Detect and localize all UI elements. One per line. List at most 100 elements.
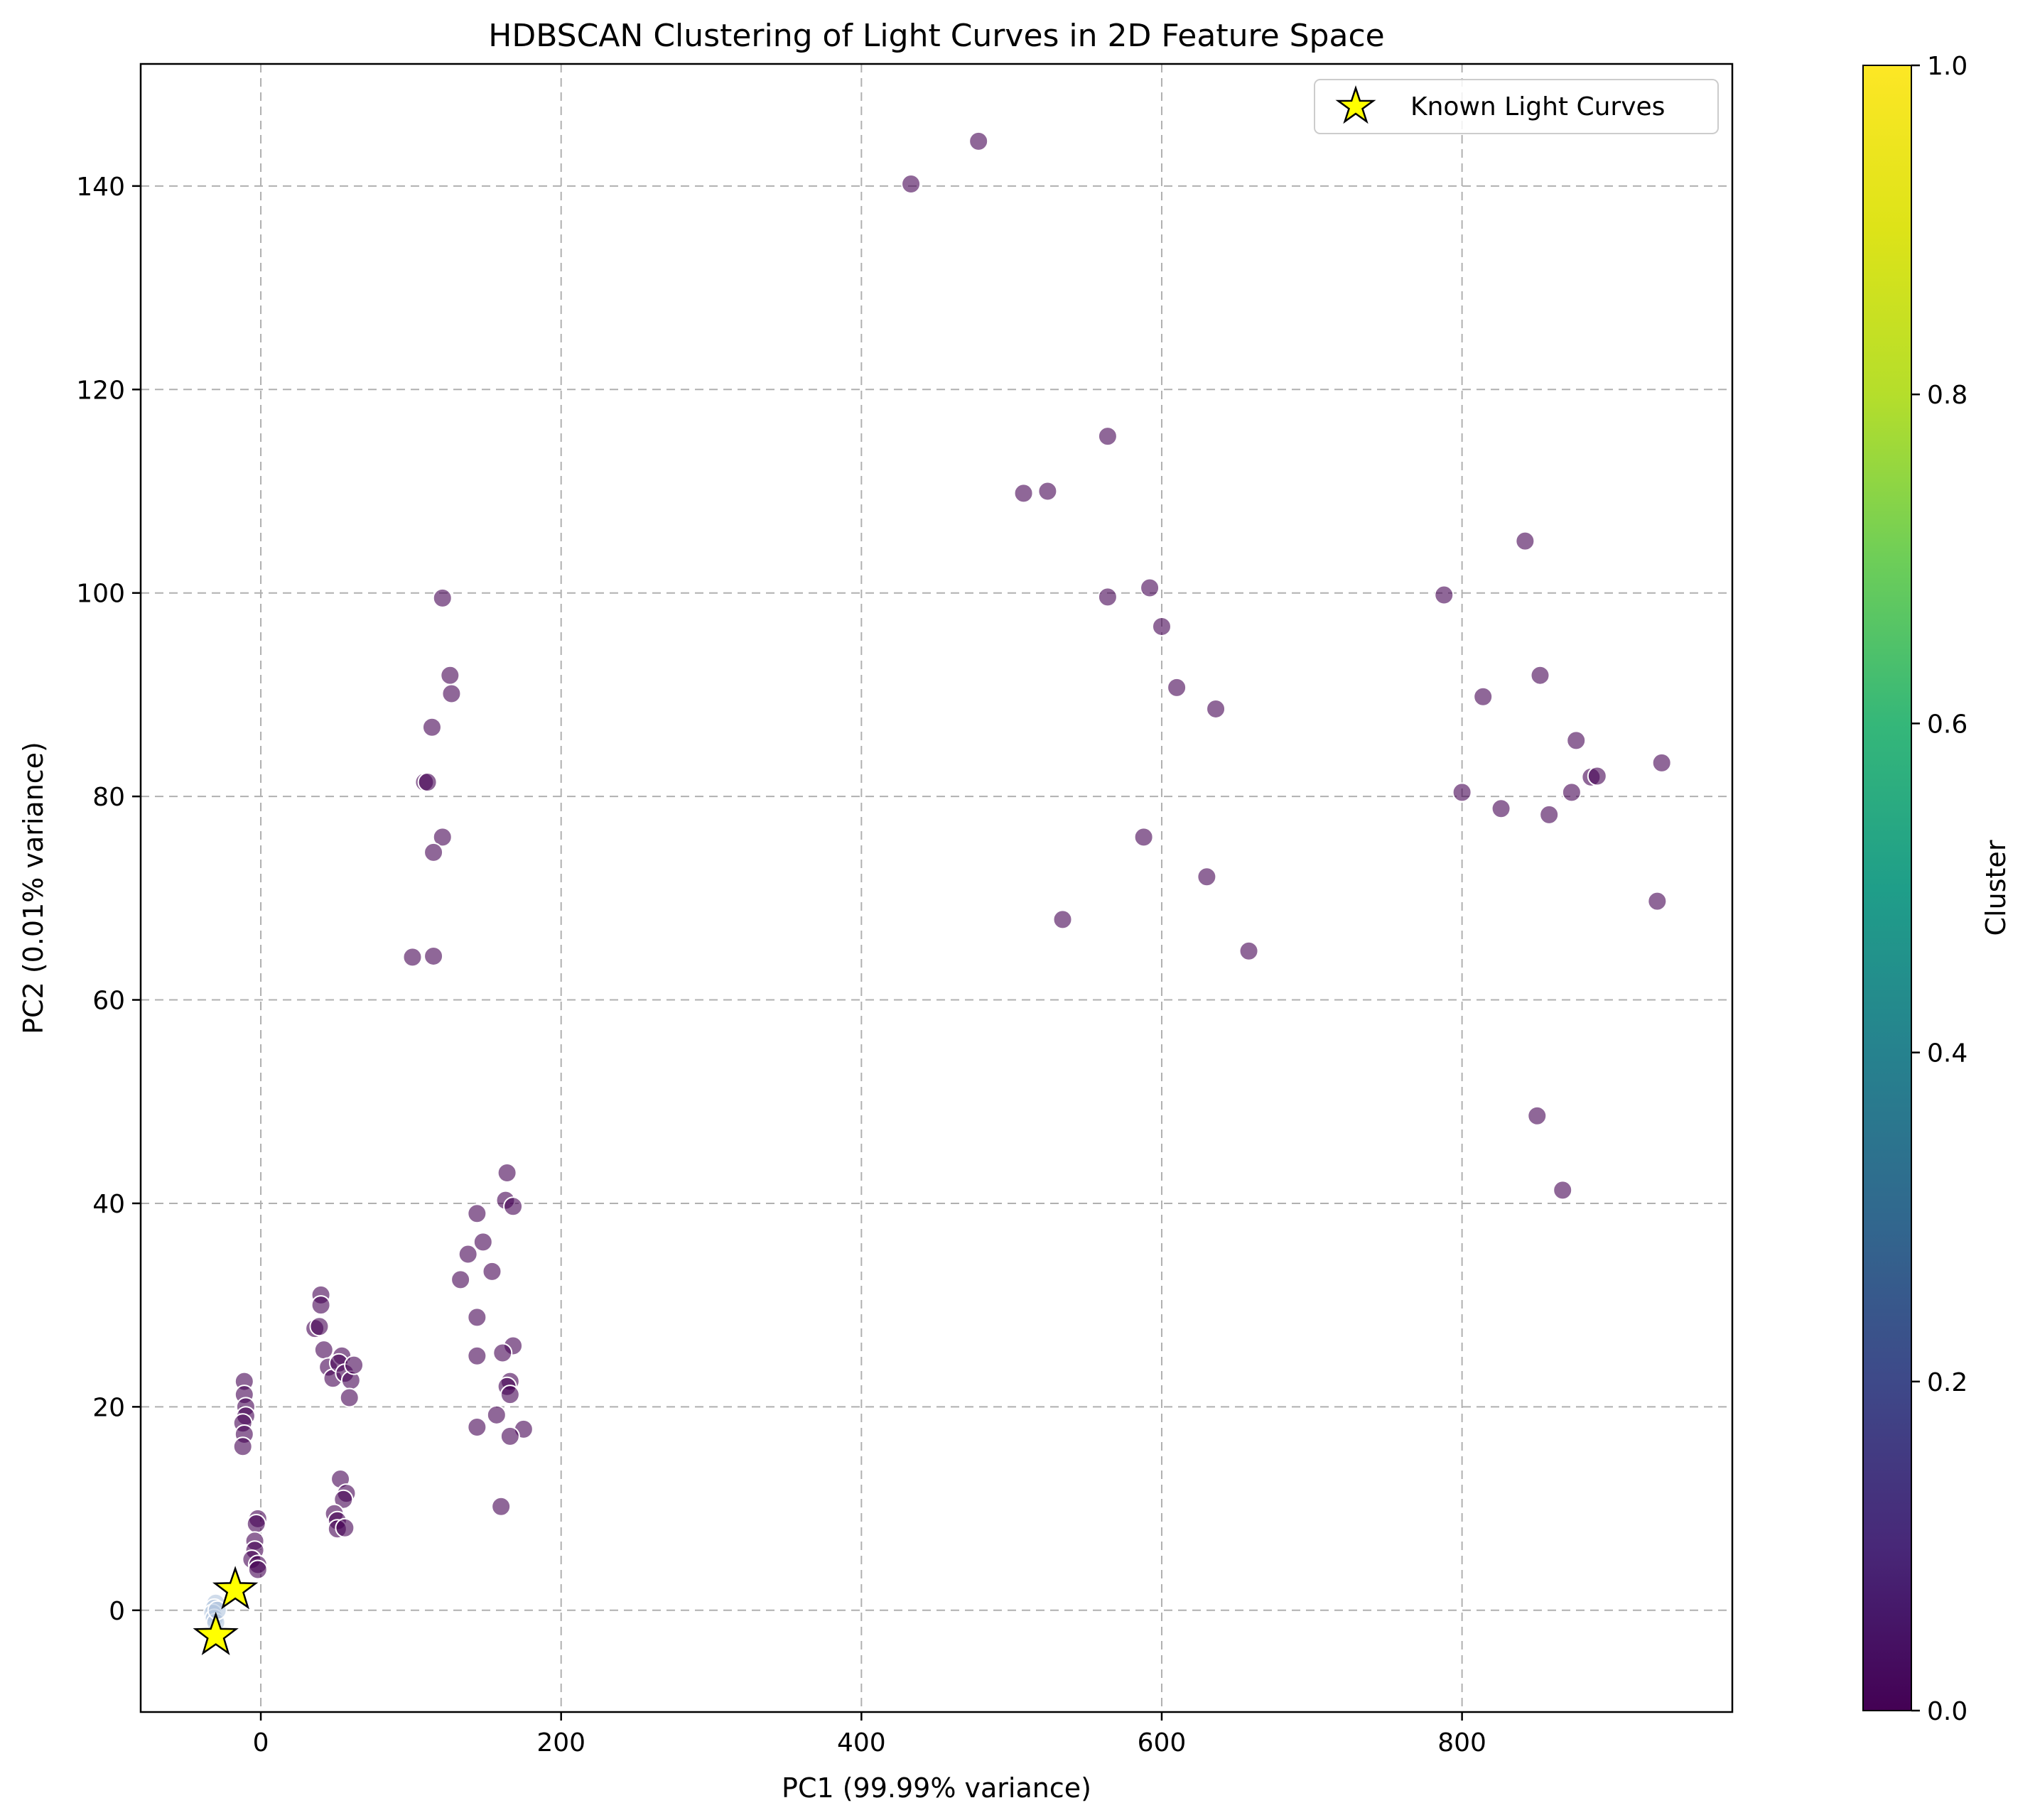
cluster-0-point (344, 1355, 365, 1375)
cluster-0-point (311, 1295, 331, 1316)
legend-box (1314, 79, 1719, 134)
cluster-0-point (458, 1244, 478, 1264)
colorbar-tick-label: 1.0 (1927, 52, 1967, 81)
cluster-0-point (1539, 804, 1560, 825)
data-points (193, 131, 1672, 1655)
legend-label: Known Light Curves (1410, 92, 1665, 121)
y-tick-label: 60 (92, 987, 125, 1016)
y-tick-label: 20 (92, 1393, 125, 1422)
cluster-0-point (1452, 782, 1472, 803)
y-tick-label: 100 (76, 580, 125, 609)
known-light-curve-star (193, 1611, 239, 1655)
x-axis-label: PC1 (99.99% variance) (782, 1772, 1091, 1804)
x-tick-label: 200 (536, 1728, 585, 1757)
colorbar: 0.0 0.2 0.4 0.6 0.8 1.0 Cluster (1862, 52, 2012, 1726)
cluster-0-point (1491, 798, 1511, 819)
cluster-0-point (417, 772, 438, 793)
legend: Known Light Curves (1314, 79, 1719, 134)
x-tick-label: 0 (253, 1728, 269, 1757)
cluster-0-point (247, 1559, 268, 1580)
cluster-0-point (467, 1345, 487, 1366)
cluster-0-point (440, 665, 460, 686)
cluster-0-point (492, 1343, 513, 1363)
cluster-0-point (1013, 483, 1034, 504)
cluster-0-point (1097, 587, 1118, 607)
cluster-0-point (1530, 665, 1550, 686)
colorbar-gradient (1862, 65, 1912, 1711)
colorbar-tick-label: 0.4 (1927, 1039, 1967, 1068)
y-tick-label: 120 (76, 376, 125, 405)
cluster-0-point (1052, 909, 1073, 930)
cluster-0-point (491, 1496, 512, 1517)
cluster-0-point (1238, 941, 1259, 961)
colorbar-tick-label: 0.6 (1927, 710, 1967, 739)
cluster-0-point (432, 587, 453, 608)
cluster-0-point (339, 1387, 360, 1408)
cluster-0-point (1140, 578, 1160, 598)
cluster-0-point (1527, 1105, 1548, 1126)
x-axis-ticks: 0 200 400 600 800 (253, 1712, 1486, 1757)
colorbar-label: Cluster (1980, 840, 2012, 936)
cluster-0-point (423, 842, 444, 862)
cluster-0-point (246, 1514, 266, 1534)
cluster-0-point (333, 1489, 354, 1510)
chart-title: HDBSCAN Clustering of Light Curves in 2D… (488, 18, 1384, 54)
x-tick-label: 800 (1437, 1728, 1486, 1757)
x-tick-label: 600 (1138, 1728, 1187, 1757)
cluster-0-point (503, 1196, 524, 1217)
cluster-0-point (441, 683, 462, 704)
cluster-0-point (450, 1269, 471, 1290)
cluster-0-point (232, 1436, 253, 1457)
x-tick-label: 400 (837, 1728, 886, 1757)
cluster-0-point (482, 1261, 502, 1282)
cluster-0-point (901, 173, 922, 194)
cluster-0-point (500, 1426, 520, 1446)
plot-frame (139, 63, 1734, 1713)
cluster-0-point (1515, 531, 1535, 551)
cluster-0-point (968, 131, 989, 151)
colorbar-tick-label: 0.0 (1927, 1697, 1967, 1726)
cluster-0-point (1647, 891, 1668, 911)
cluster-0-point (467, 1307, 487, 1328)
cluster-0-point (1133, 827, 1154, 847)
known-light-curve-star (212, 1566, 259, 1610)
cluster-0-point (1151, 616, 1172, 637)
cluster-0-point (1566, 730, 1587, 751)
cluster-0-point (486, 1404, 507, 1425)
cluster-0-point (473, 1232, 493, 1252)
cluster-0-point (1561, 782, 1582, 803)
cluster-0-point (1587, 766, 1607, 786)
cluster-0-point (421, 717, 442, 737)
cluster-0-point (1167, 677, 1187, 698)
cluster-0-point (1037, 481, 1058, 502)
cluster-0-point (335, 1517, 355, 1538)
cluster-0-point (313, 1340, 334, 1360)
cluster-0-point (467, 1203, 487, 1224)
cluster-0-point (1206, 698, 1226, 719)
cluster-0-point (309, 1316, 330, 1337)
y-tick-label: 80 (92, 783, 125, 812)
cluster-0-point (1434, 585, 1454, 605)
colorbar-tick-label: 0.8 (1927, 381, 1967, 410)
cluster-0-point (1651, 752, 1672, 773)
y-axis-label: PC2 (0.01% variance) (18, 742, 49, 1034)
y-tick-label: 140 (76, 173, 125, 202)
cluster-0-point (1197, 867, 1217, 887)
cluster-0-point (1553, 1180, 1573, 1201)
cluster-0-point (432, 827, 453, 847)
cluster-0-point (467, 1417, 487, 1438)
colorbar-tick-label: 0.2 (1927, 1368, 1967, 1397)
cluster-0-point (1473, 686, 1494, 707)
cluster-0-point (500, 1385, 520, 1405)
y-tick-label: 40 (92, 1190, 125, 1219)
legend-star-icon (1335, 85, 1376, 124)
cluster-0-point (423, 946, 444, 966)
colorbar-ticks: 0.0 0.2 0.4 0.6 0.8 1.0 (1911, 52, 1967, 1726)
cluster-0-point (497, 1162, 517, 1183)
y-tick-label: 0 (109, 1597, 125, 1626)
cluster-0-point (402, 947, 423, 968)
grid (141, 64, 1732, 1712)
